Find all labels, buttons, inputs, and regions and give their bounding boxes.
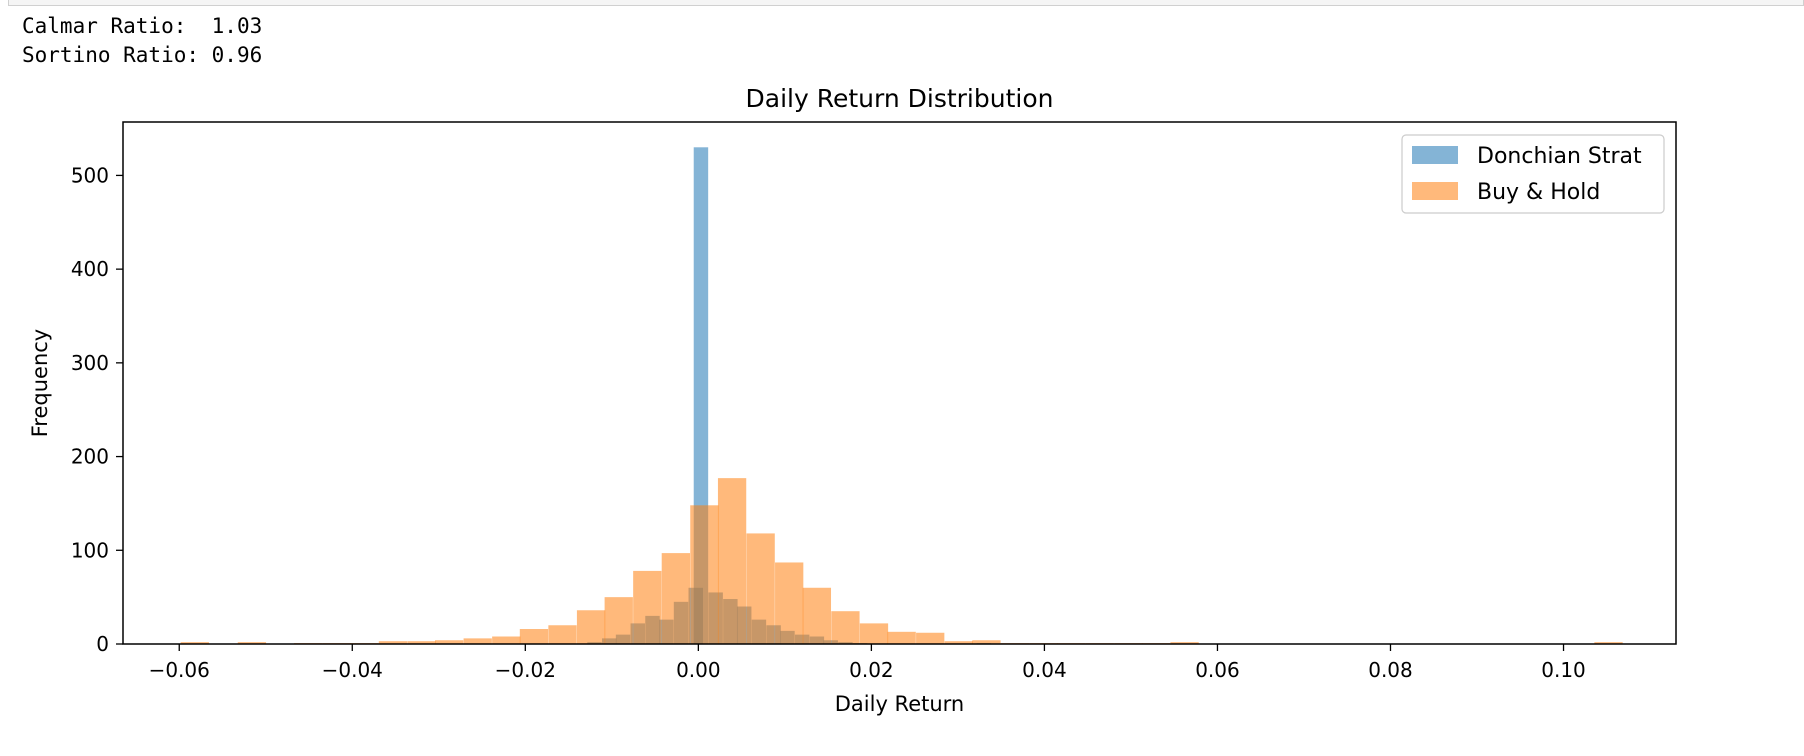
histogram-bar [633,570,662,644]
x-axis-label: Daily Return [835,692,965,716]
y-tick-label: 100 [71,538,109,562]
histogram-bar [859,623,889,644]
histogram-bar [916,632,945,644]
histogram-bar [887,631,916,644]
histogram-bar [576,610,606,644]
legend-box [1401,134,1665,214]
chart-title: Daily Return Distribution [746,84,1054,113]
x-tick-label: 0.00 [676,658,721,682]
x-tick-label: 0.02 [849,658,894,682]
metric-calmar: Calmar Ratio: 1.03 [22,14,263,38]
histogram-bar [463,638,492,644]
histogram-bar [604,597,633,644]
y-tick-label: 300 [71,351,109,375]
x-tick-label: 0.10 [1541,658,1586,682]
metrics-output: Calmar Ratio: 1.03 Sortino Ratio: 0.96 [22,12,262,70]
histogram-bar [378,641,408,644]
x-tick-label: −0.04 [322,658,383,682]
histogram-bar [717,478,747,644]
histogram-bar [746,533,775,644]
legend-label: Donchian Strat [1477,144,1642,169]
histogram-bar [492,636,521,644]
histogram-bar [548,625,577,644]
histogram-bar [519,629,549,644]
histogram-bar [1170,642,1199,644]
legend-swatch [1412,146,1458,164]
y-tick-label: 0 [96,632,109,656]
x-tick-label: −0.06 [149,658,210,682]
histogram-bar [802,587,832,644]
y-tick-label: 500 [71,163,109,187]
histogram-bar [435,640,464,644]
histogram-bar [1594,642,1623,644]
histogram-bar [831,611,860,644]
plot-frame [122,121,1677,645]
legend-swatch [1412,182,1458,200]
y-tick-label: 200 [71,445,109,469]
histogram-bar [944,641,973,644]
x-tick-label: −0.02 [495,658,556,682]
histogram-bar [775,562,804,644]
histogram-bar [972,640,1001,644]
histogram-bar [661,553,690,644]
series-1-bars [180,478,1623,644]
y-tick-label: 400 [71,257,109,281]
x-tick-label: 0.04 [1022,658,1067,682]
x-tick-label: 0.08 [1368,658,1413,682]
histogram-bar [237,642,267,644]
legend-label: Buy & Hold [1477,180,1600,205]
histogram-bar [180,642,209,644]
x-tick-label: 0.06 [1195,658,1240,682]
metric-sortino: Sortino Ratio: 0.96 [22,43,263,67]
y-axis-label: Frequency [28,329,52,438]
legend: Donchian Strat Buy & Hold [1401,134,1665,214]
histogram-bar [407,641,436,644]
histogram-bar [690,505,719,644]
